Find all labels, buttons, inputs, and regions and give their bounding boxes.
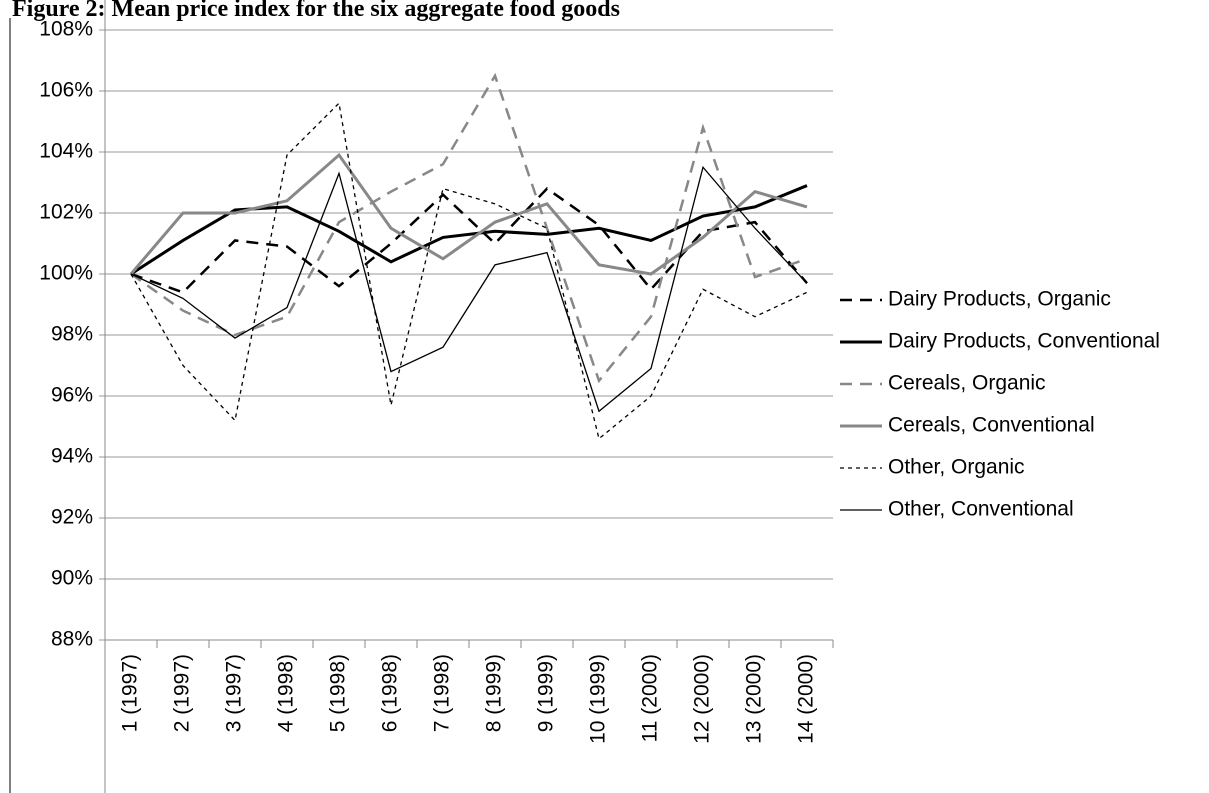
legend-label: Dairy Products, Conventional (888, 330, 1160, 353)
x-tick-label: 3 (1997) (223, 654, 246, 732)
legend-label: Cereals, Conventional (888, 414, 1095, 437)
y-tick-label: 108% (39, 18, 93, 41)
x-tick-label: 9 (1999) (535, 654, 558, 732)
legend-label: Other, Conventional (888, 498, 1074, 521)
y-tick-label: 106% (39, 79, 93, 102)
series-line (130, 101, 808, 440)
series-line (130, 186, 808, 294)
legend-label: Cereals, Organic (888, 372, 1046, 395)
x-tick-label: 14 (2000) (795, 654, 818, 744)
y-tick-label: 92% (51, 506, 93, 529)
y-tick-label: 98% (51, 323, 93, 346)
legend-label: Other, Organic (888, 456, 1025, 479)
chart-title: Figure 2: Mean price index for the six a… (12, 0, 620, 22)
series-line (130, 184, 808, 276)
y-tick-label: 88% (51, 628, 93, 651)
x-tick-label: 1 (1997) (119, 654, 142, 732)
legend-label: Dairy Products, Organic (888, 288, 1111, 311)
x-tick-label: 4 (1998) (275, 654, 298, 732)
y-tick-label: 102% (39, 201, 93, 224)
series-line (130, 165, 808, 413)
x-tick-label: 10 (1999) (587, 654, 610, 744)
y-tick-label: 100% (39, 262, 93, 285)
x-tick-label: 2 (1997) (171, 654, 194, 732)
x-tick-label: 13 (2000) (743, 654, 766, 744)
x-tick-label: 6 (1998) (379, 654, 402, 732)
series-line (130, 72, 808, 384)
x-tick-label: 12 (2000) (691, 654, 714, 744)
x-tick-label: 8 (1999) (483, 654, 506, 732)
y-tick-label: 104% (39, 140, 93, 163)
y-tick-label: 94% (51, 445, 93, 468)
series-line (129, 152, 808, 276)
x-tick-label: 11 (2000) (639, 654, 662, 742)
x-tick-label: 7 (1998) (431, 654, 454, 732)
y-tick-label: 96% (51, 384, 93, 407)
y-tick-label: 90% (51, 567, 93, 590)
x-tick-label: 5 (1998) (327, 654, 350, 732)
